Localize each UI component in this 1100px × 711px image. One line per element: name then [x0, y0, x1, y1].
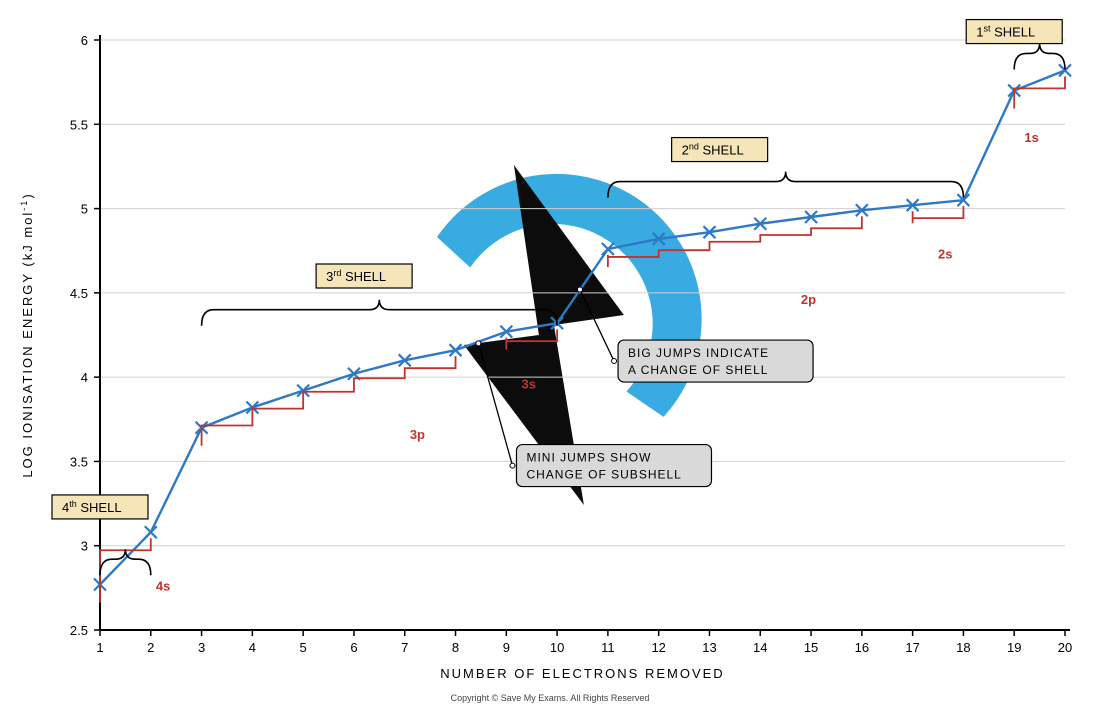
x-tick-label: 3 — [198, 640, 205, 655]
x-tick-label: 7 — [401, 640, 408, 655]
x-tick-label: 6 — [350, 640, 357, 655]
subshell-label: 4s — [156, 579, 170, 594]
y-axis-label: LOG IONISATION ENERGY (kJ mol-1) — [19, 192, 35, 477]
x-tick-label: 15 — [804, 640, 818, 655]
x-tick-label: 12 — [651, 640, 665, 655]
y-tick-label: 4 — [81, 370, 88, 385]
subshell-label: 3s — [522, 376, 536, 391]
x-tick-label: 17 — [905, 640, 919, 655]
chart-svg: 2.533.544.555.56123456789101112131415161… — [0, 0, 1100, 711]
x-tick-label: 16 — [855, 640, 869, 655]
x-tick-label: 11 — [601, 640, 615, 655]
x-tick-label: 5 — [300, 640, 307, 655]
chart-container: 2.533.544.555.56123456789101112131415161… — [0, 0, 1100, 711]
subshell-label: 3p — [410, 427, 425, 442]
x-tick-label: 18 — [956, 640, 970, 655]
x-tick-label: 8 — [452, 640, 459, 655]
callout-text: BIG JUMPS INDICATE — [628, 346, 769, 360]
callout-text: A CHANGE OF SHELL — [628, 363, 768, 377]
y-tick-label: 3.5 — [70, 454, 88, 469]
x-tick-label: 4 — [249, 640, 256, 655]
subshell-label: 1s — [1024, 130, 1038, 145]
y-tick-label: 6 — [81, 33, 88, 48]
x-tick-label: 1 — [96, 640, 103, 655]
subshell-label: 2p — [801, 292, 816, 307]
y-tick-label: 4.5 — [70, 286, 88, 301]
copyright-text: Copyright © Save My Exams. All Rights Re… — [451, 693, 650, 703]
callout-text: CHANGE OF SUBSHELL — [526, 468, 681, 482]
y-tick-label: 5.5 — [70, 117, 88, 132]
x-tick-label: 14 — [753, 640, 767, 655]
x-tick-label: 2 — [147, 640, 154, 655]
x-tick-label: 19 — [1007, 640, 1021, 655]
y-tick-label: 2.5 — [70, 623, 88, 638]
y-tick-label: 3 — [81, 539, 88, 554]
subshell-label: 2s — [938, 246, 952, 261]
x-axis-label: NUMBER OF ELECTRONS REMOVED — [440, 666, 724, 681]
x-tick-label: 13 — [702, 640, 716, 655]
x-tick-label: 9 — [503, 640, 510, 655]
y-tick-label: 5 — [81, 202, 88, 217]
x-tick-label: 10 — [550, 640, 564, 655]
callout-text: MINI JUMPS SHOW — [526, 451, 651, 465]
x-tick-label: 20 — [1058, 640, 1072, 655]
